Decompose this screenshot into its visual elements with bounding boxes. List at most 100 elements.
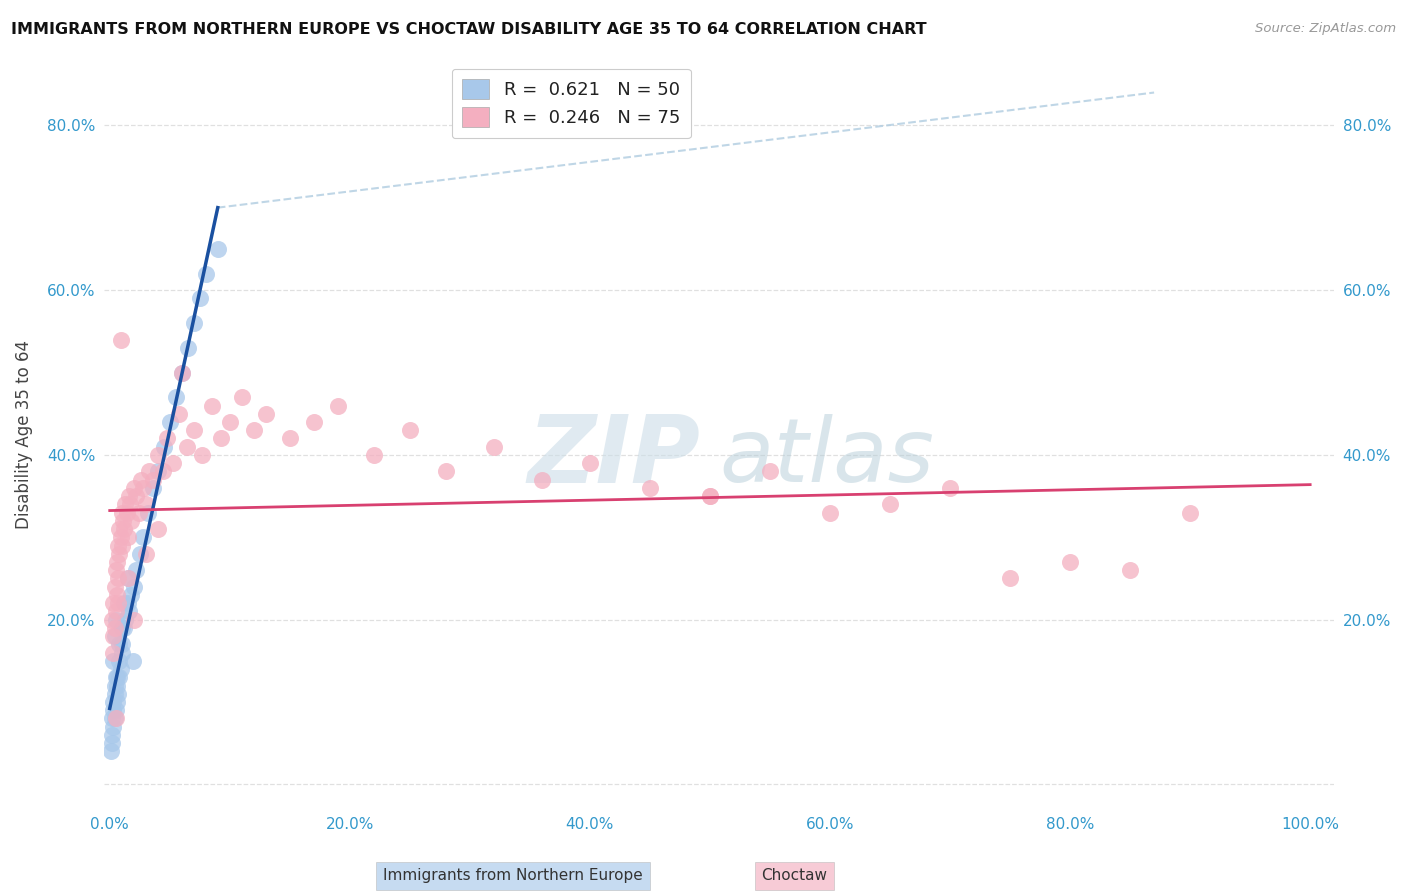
Point: [579, 456, 602, 470]
Point: [117, 530, 139, 544]
Point: [759, 464, 782, 478]
Point: [105, 555, 128, 569]
Point: [105, 670, 128, 684]
Text: Choctaw: Choctaw: [762, 869, 827, 883]
Point: [170, 366, 193, 380]
Point: [103, 695, 125, 709]
Point: [188, 292, 211, 306]
Point: [101, 736, 124, 750]
Text: IMMIGRANTS FROM NORTHERN EUROPE VS CHOCTAW DISABILITY AGE 35 TO 64 CORRELATION C: IMMIGRANTS FROM NORTHERN EUROPE VS CHOCT…: [11, 22, 927, 37]
Point: [132, 481, 155, 495]
Text: ZIP: ZIP: [527, 411, 700, 503]
Point: [1059, 555, 1081, 569]
Point: [117, 596, 139, 610]
Point: [101, 711, 124, 725]
Point: [209, 432, 232, 446]
Point: [398, 423, 420, 437]
Point: [120, 588, 142, 602]
Point: [254, 407, 277, 421]
Point: [117, 571, 139, 585]
Point: [103, 580, 125, 594]
Point: [103, 621, 125, 635]
Point: [111, 506, 134, 520]
Point: [103, 711, 125, 725]
Point: [105, 588, 128, 602]
Point: [104, 703, 127, 717]
Point: [103, 654, 125, 668]
Point: [176, 440, 198, 454]
Point: [530, 473, 553, 487]
Point: [136, 506, 159, 520]
Point: [135, 497, 157, 511]
Point: [879, 497, 901, 511]
Text: Source: ZipAtlas.com: Source: ZipAtlas.com: [1256, 22, 1396, 36]
Point: [108, 670, 131, 684]
Point: [146, 448, 169, 462]
Point: [120, 514, 142, 528]
Point: [107, 571, 129, 585]
Point: [112, 596, 135, 610]
Point: [107, 687, 129, 701]
Point: [104, 613, 127, 627]
Point: [110, 530, 132, 544]
Point: [111, 621, 134, 635]
Point: [122, 613, 145, 627]
Point: [103, 687, 125, 701]
Point: [218, 415, 240, 429]
Point: [103, 646, 125, 660]
Point: [108, 522, 131, 536]
Point: [302, 415, 325, 429]
Point: [183, 316, 205, 330]
Point: [111, 539, 134, 553]
Point: [638, 481, 661, 495]
Point: [103, 629, 125, 643]
Point: [146, 522, 169, 536]
Point: [207, 242, 229, 256]
Point: [120, 497, 142, 511]
Point: [191, 448, 214, 462]
Point: [482, 440, 505, 454]
Text: Immigrants from Northern Europe: Immigrants from Northern Europe: [384, 869, 643, 883]
Point: [104, 711, 127, 725]
Point: [434, 464, 457, 478]
Point: [177, 341, 200, 355]
Point: [128, 506, 150, 520]
Point: [169, 407, 191, 421]
Text: atlas: atlas: [718, 414, 934, 500]
Point: [998, 571, 1021, 585]
Point: [111, 637, 134, 651]
Point: [103, 596, 125, 610]
Point: [107, 539, 129, 553]
Point: [121, 654, 143, 668]
Point: [1119, 563, 1142, 577]
Point: [103, 720, 125, 734]
Point: [165, 390, 187, 404]
Point: [118, 489, 141, 503]
Point: [128, 547, 150, 561]
Point: [125, 489, 148, 503]
Point: [194, 267, 217, 281]
Point: [152, 440, 174, 454]
Point: [103, 703, 125, 717]
Point: [326, 399, 349, 413]
Point: [108, 547, 131, 561]
Legend: R =  0.621   N = 50, R =  0.246   N = 75: R = 0.621 N = 50, R = 0.246 N = 75: [451, 69, 692, 138]
Point: [112, 621, 135, 635]
Point: [100, 744, 122, 758]
Point: [110, 662, 132, 676]
Point: [117, 571, 139, 585]
Point: [103, 629, 125, 643]
Point: [135, 547, 157, 561]
Point: [114, 613, 136, 627]
Point: [142, 481, 165, 495]
Point: [162, 456, 184, 470]
Point: [105, 695, 128, 709]
Point: [138, 464, 160, 478]
Point: [159, 415, 181, 429]
Point: [111, 646, 134, 660]
Point: [142, 473, 165, 487]
Point: [699, 489, 721, 503]
Point: [114, 497, 136, 511]
Point: [101, 613, 124, 627]
Point: [818, 506, 841, 520]
